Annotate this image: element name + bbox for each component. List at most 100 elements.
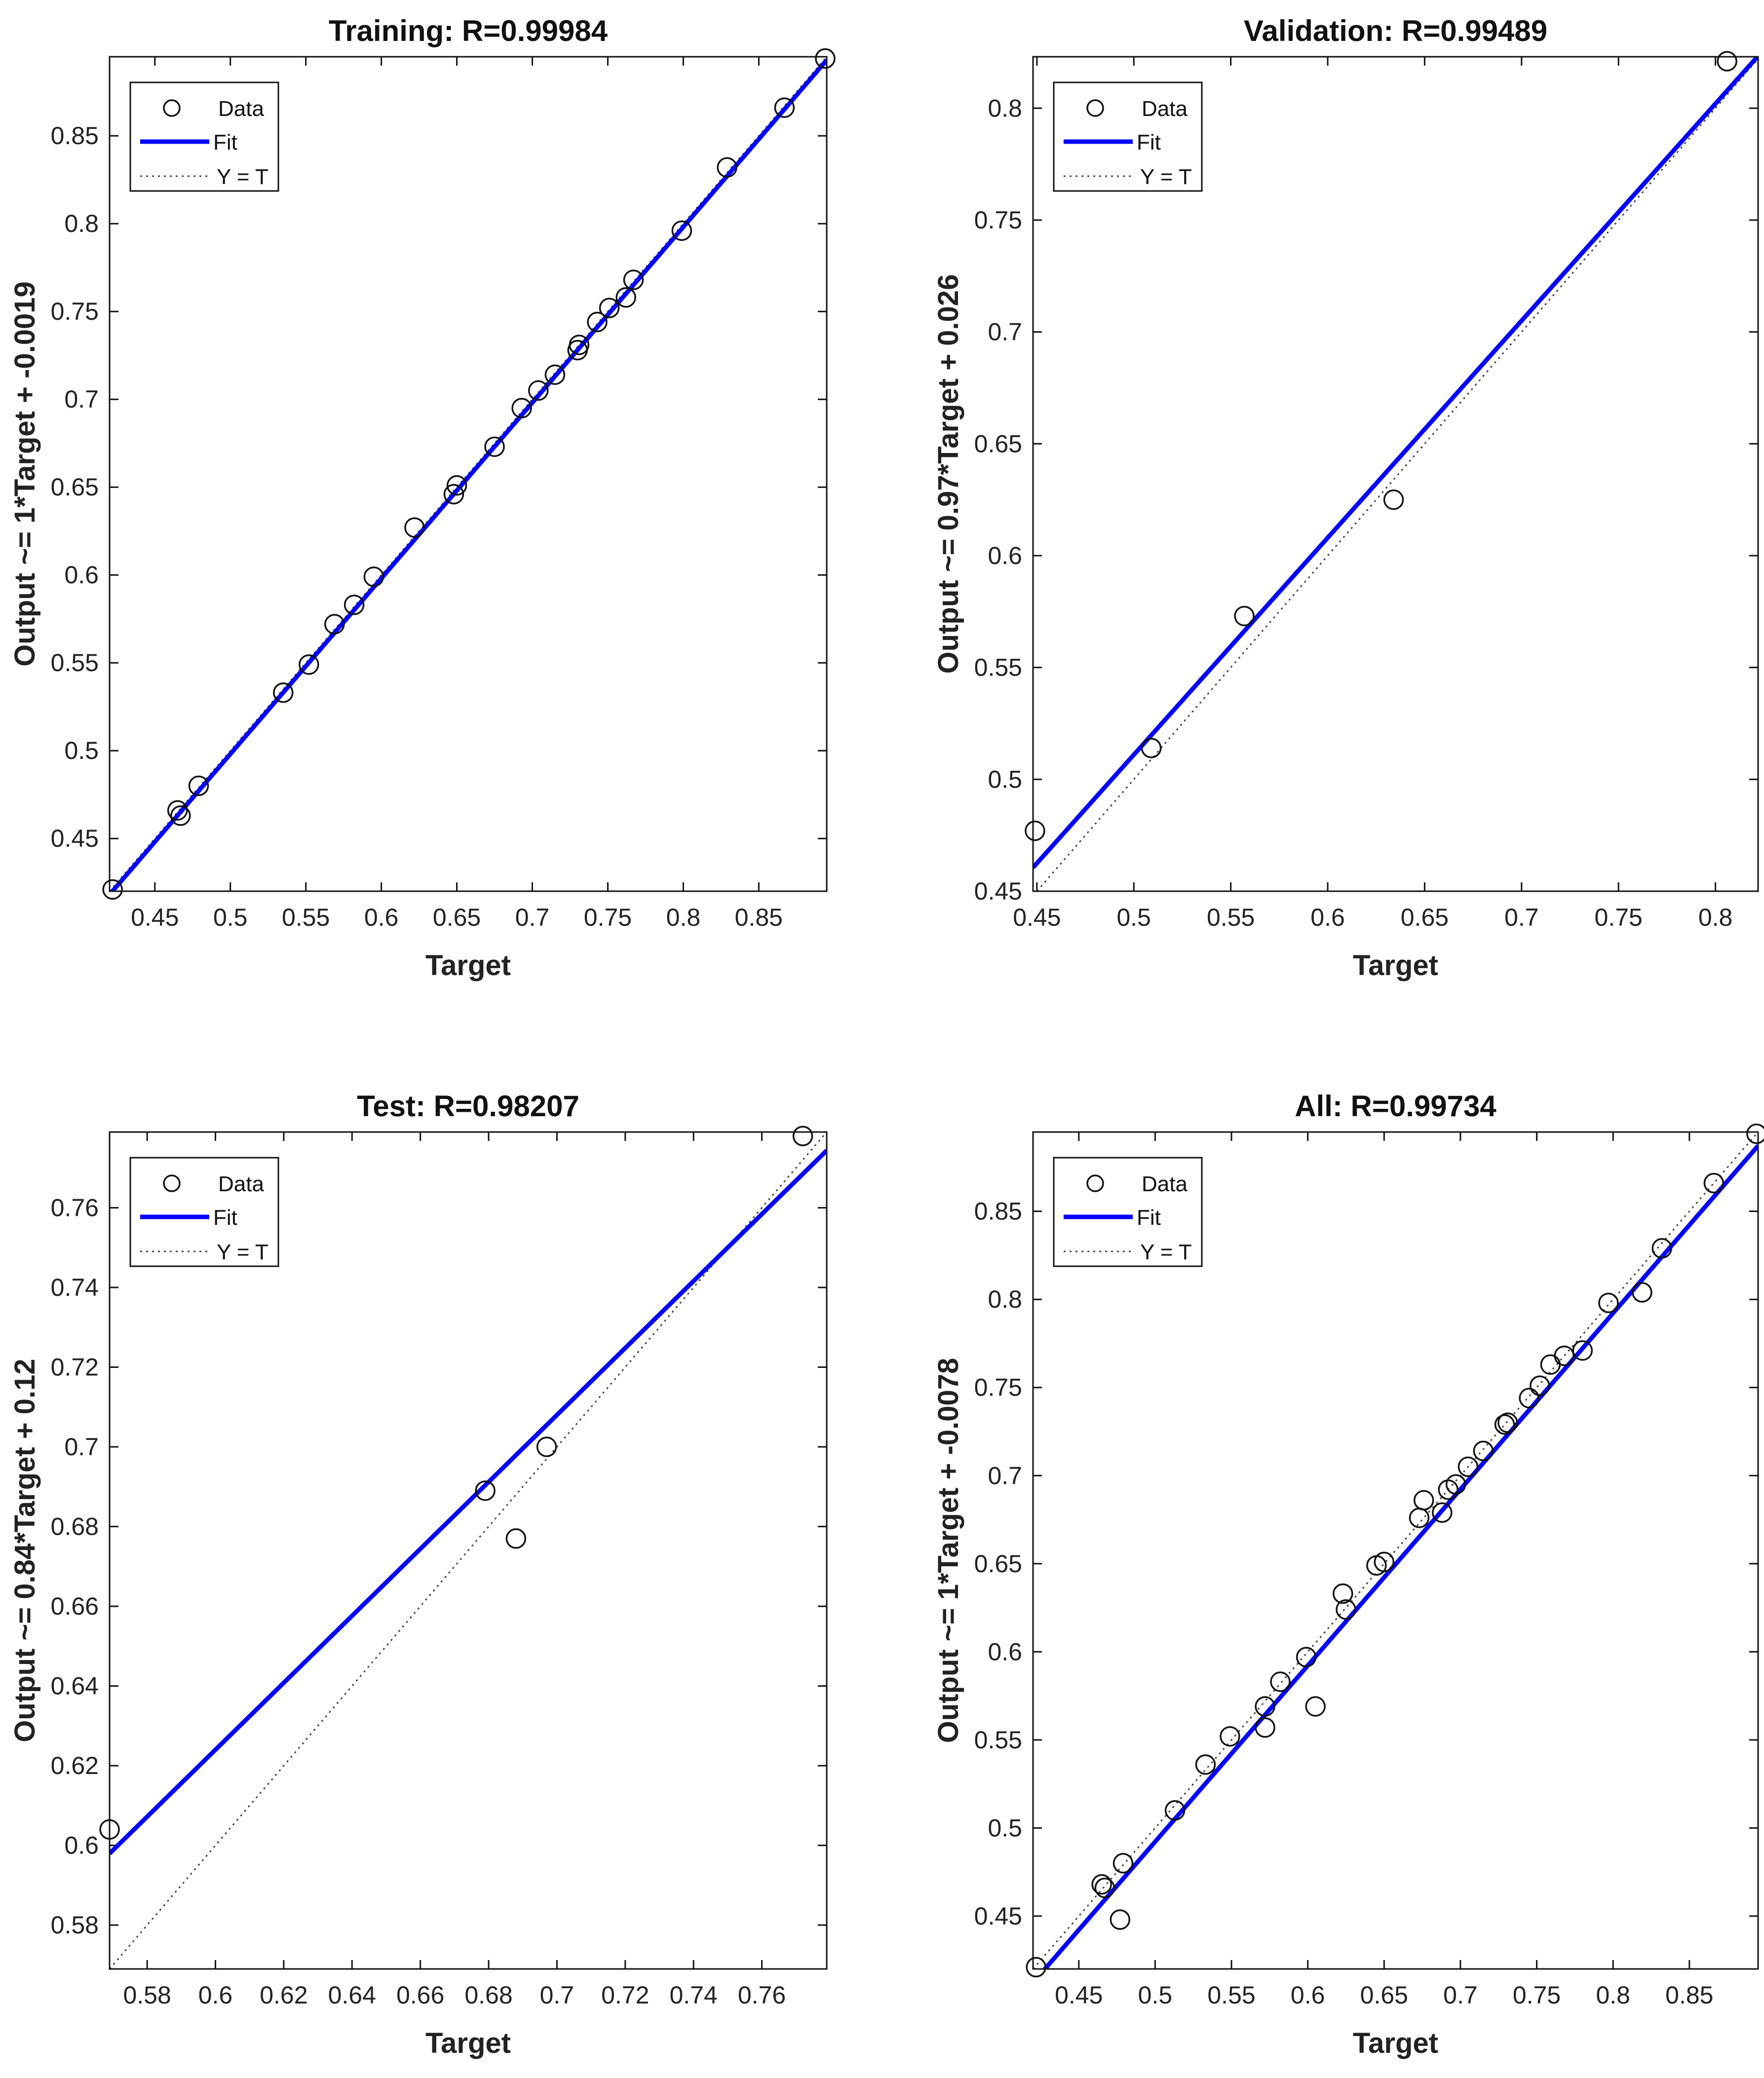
- all-data-point: [1445, 1474, 1466, 1495]
- all-data-point: [1457, 1456, 1479, 1477]
- training-data-point: [363, 567, 384, 587]
- training-data-point: [102, 879, 123, 900]
- all-xtick-label: 0.5: [1138, 1981, 1173, 2009]
- validation-ytick-label: 0.45: [974, 877, 1022, 905]
- all-data-point: [1112, 1853, 1134, 1874]
- training-data-point: [623, 269, 644, 290]
- training-data-point: [774, 97, 795, 118]
- all-data-point: [1305, 1696, 1326, 1717]
- all-data-point: [1255, 1717, 1275, 1738]
- training-data-point: [717, 157, 737, 178]
- test-xtick-label: 0.68: [464, 1981, 512, 2009]
- training-ytick-label: 0.7: [64, 385, 99, 413]
- test-legend-identity-label: Y = T: [217, 1240, 268, 1264]
- all-data-point: [1497, 1412, 1518, 1433]
- validation-panel: 0.45 0.5 0.55 0.6 0.65 0.7 0.75 0.8 0.45 0.5 0.55 0…: [932, 14, 1759, 982]
- training-xtick-label: 0.65: [433, 904, 481, 931]
- validation-xtick-label: 0.5: [1116, 904, 1151, 931]
- validation-xtick-label: 0.55: [1207, 904, 1255, 931]
- test-panel: 0.58 0.6 0.62 0.64 0.66 0.68 0.7 0.72 0.74 0.76 0.…: [9, 1090, 828, 2059]
- all-data-point: [1473, 1440, 1494, 1462]
- test-xtick-label: 0.6: [198, 1981, 233, 2009]
- test-data-point: [505, 1528, 527, 1549]
- test-axes-box: [109, 1131, 828, 1970]
- validation-ytick-label: 0.8: [988, 94, 1022, 122]
- all-ytick-label: 0.8: [988, 1285, 1022, 1313]
- test-identity-line: [110, 1132, 827, 1969]
- all-xtick-label: 0.6: [1291, 1981, 1325, 2009]
- test-ytick-label: 0.74: [51, 1274, 99, 1301]
- all-xtick-label: 0.45: [1055, 1981, 1103, 2009]
- all-data-point: [1255, 1696, 1275, 1717]
- training-ytick-label: 0.75: [51, 298, 99, 325]
- all-data-point: [1195, 1754, 1216, 1775]
- validation-legend-fit-label: Fit: [1137, 130, 1161, 154]
- validation-xtick-label: 0.75: [1595, 904, 1643, 931]
- training-title: Training: R=0.99984: [329, 14, 608, 47]
- test-xtick-label: 0.66: [396, 1981, 444, 2009]
- all-legend-fit-label: Fit: [1137, 1206, 1161, 1230]
- training-data-point: [273, 682, 294, 703]
- all-data-point: [1374, 1551, 1395, 1572]
- all-data-point: [1572, 1340, 1593, 1361]
- all-y-axis-label: Output ~= 1*Target + -0.0078: [932, 1358, 964, 1743]
- training-xtick-label: 0.75: [584, 904, 632, 931]
- validation-ytick-label: 0.6: [988, 542, 1022, 569]
- test-fit-line: [110, 1149, 827, 1855]
- training-data-point: [446, 475, 467, 496]
- validation-data-point: [1141, 738, 1162, 758]
- validation-title: Validation: R=0.99489: [1244, 14, 1547, 47]
- all-data-point: [1091, 1874, 1112, 1895]
- training-data-point: [188, 775, 209, 796]
- validation-x-axis-label: Target: [1353, 949, 1438, 982]
- all-legend-data-label: Data: [1142, 1172, 1188, 1196]
- training-ytick-label: 0.5: [64, 737, 99, 764]
- training-data-point: [569, 335, 590, 355]
- test-ytick-label: 0.76: [51, 1194, 99, 1221]
- all-data-point: [1632, 1282, 1652, 1303]
- training-data-point: [587, 311, 608, 333]
- training-data-point: [344, 594, 365, 615]
- training-xtick-label: 0.45: [131, 904, 179, 931]
- training-legend-data-label: Data: [218, 97, 264, 121]
- all-ytick-label: 0.65: [974, 1550, 1022, 1578]
- test-legend-fit-label: Fit: [213, 1206, 237, 1230]
- all-data-point: [1598, 1292, 1619, 1314]
- validation-fit-line: [1033, 57, 1758, 869]
- all-x-axis-label: Target: [1353, 2027, 1438, 2059]
- training-xtick-label: 0.8: [666, 904, 701, 931]
- test-xtick-label: 0.64: [328, 1981, 376, 2009]
- training-ytick-label: 0.8: [64, 210, 99, 237]
- training-xtick-label: 0.7: [515, 904, 550, 931]
- training-legend-box: [129, 81, 279, 192]
- training-xtick-label: 0.85: [735, 904, 783, 931]
- test-xtick-label: 0.62: [260, 1981, 307, 2009]
- training-legend-identity-label: Y = T: [217, 165, 268, 189]
- all-data-point: [1220, 1726, 1240, 1747]
- all-data-point: [1746, 1123, 1764, 1144]
- validation-ytick-label: 0.65: [974, 430, 1022, 457]
- training-ytick-label: 0.6: [64, 561, 99, 589]
- test-ytick-label: 0.58: [51, 1911, 99, 1939]
- all-ytick-label: 0.5: [988, 1814, 1022, 1842]
- test-xtick-label: 0.72: [601, 1981, 649, 2009]
- all-ytick-label: 0.85: [974, 1198, 1022, 1225]
- training-y-axis-label: Output ~= 1*Target + -0.0019: [9, 281, 41, 667]
- training-data-point: [324, 614, 345, 635]
- all-title: All: R=0.99734: [1295, 1090, 1496, 1123]
- all-data-point: [1164, 1800, 1186, 1821]
- test-legend-data-marker: [163, 1174, 181, 1192]
- training-data-point: [167, 800, 188, 821]
- all-legend-identity-label: Y = T: [1140, 1240, 1192, 1264]
- all-data-point: [1703, 1172, 1725, 1194]
- all-data-point: [1296, 1647, 1317, 1667]
- validation-ytick-label: 0.7: [988, 318, 1022, 346]
- test-ytick-label: 0.6: [64, 1832, 99, 1859]
- training-ytick-label: 0.45: [51, 825, 99, 852]
- all-xtick-label: 0.75: [1513, 1981, 1561, 2009]
- test-xtick-label: 0.76: [738, 1981, 786, 2009]
- training-data-point: [544, 364, 566, 385]
- all-legend-data-marker: [1086, 1174, 1104, 1192]
- training-xtick-label: 0.5: [213, 904, 248, 931]
- validation-y-axis-label: Output ~= 0.97*Target + 0.026: [932, 274, 964, 674]
